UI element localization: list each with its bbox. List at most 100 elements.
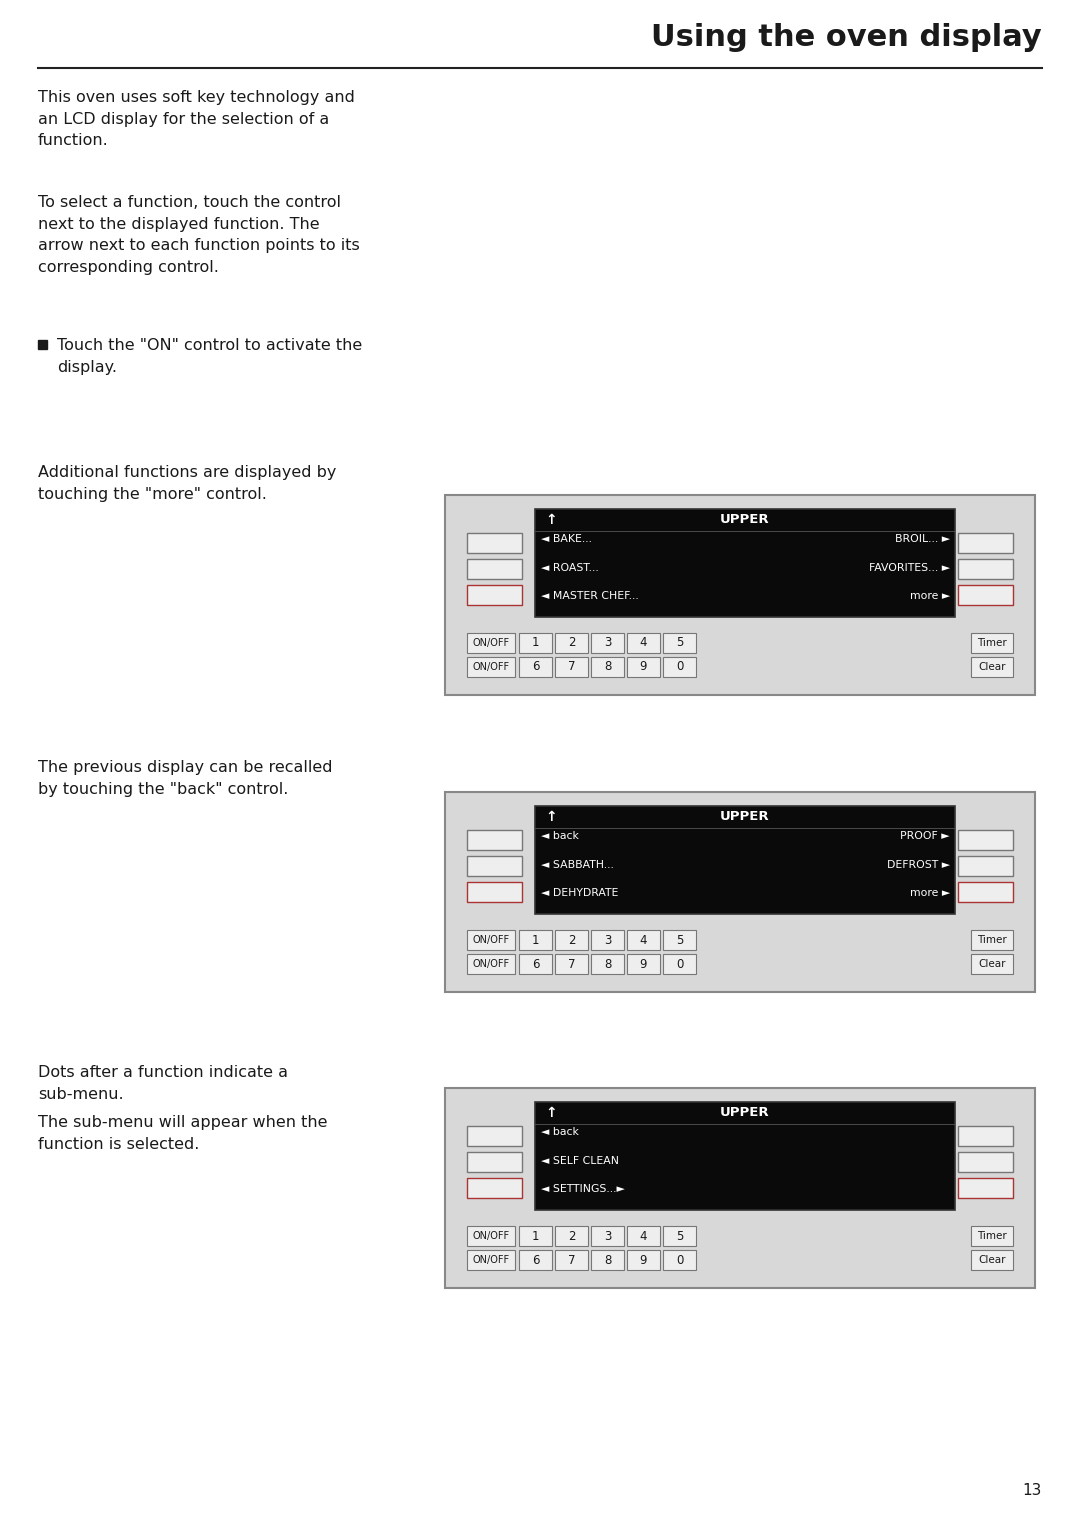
Text: ↑: ↑ bbox=[545, 1106, 556, 1120]
Bar bbox=[535, 1102, 955, 1210]
Text: 9: 9 bbox=[639, 1253, 647, 1267]
Text: Using the oven display: Using the oven display bbox=[651, 23, 1042, 52]
Text: 3: 3 bbox=[604, 934, 611, 946]
Bar bbox=[591, 633, 624, 652]
Text: 5: 5 bbox=[676, 1230, 684, 1242]
Bar bbox=[971, 1250, 1013, 1270]
Bar bbox=[958, 533, 1013, 553]
Bar bbox=[663, 1225, 696, 1245]
Bar bbox=[958, 585, 1013, 605]
Text: UPPER: UPPER bbox=[720, 1106, 770, 1118]
Text: more ►: more ► bbox=[909, 888, 950, 898]
Bar bbox=[519, 633, 552, 652]
Text: 1: 1 bbox=[531, 1230, 539, 1242]
Bar bbox=[591, 1250, 624, 1270]
Text: 4: 4 bbox=[639, 637, 647, 649]
Text: UPPER: UPPER bbox=[720, 513, 770, 526]
Text: 4: 4 bbox=[639, 1230, 647, 1242]
Bar bbox=[519, 657, 552, 677]
Text: 2: 2 bbox=[568, 934, 576, 946]
Text: 9: 9 bbox=[639, 958, 647, 970]
Bar bbox=[591, 931, 624, 950]
Text: Clear: Clear bbox=[978, 662, 1005, 672]
Bar bbox=[467, 657, 515, 677]
Text: 1: 1 bbox=[531, 934, 539, 946]
Bar bbox=[467, 830, 522, 850]
Bar bbox=[519, 1225, 552, 1245]
Bar bbox=[958, 559, 1013, 579]
Text: Clear: Clear bbox=[978, 960, 1005, 969]
Bar bbox=[958, 856, 1013, 876]
Text: 8: 8 bbox=[604, 1253, 611, 1267]
Bar bbox=[445, 1088, 1035, 1288]
Text: 8: 8 bbox=[604, 660, 611, 674]
Text: 2: 2 bbox=[568, 1230, 576, 1242]
Text: DEFROST ►: DEFROST ► bbox=[887, 860, 950, 869]
Bar bbox=[519, 953, 552, 973]
Bar bbox=[467, 633, 515, 652]
Text: 3: 3 bbox=[604, 1230, 611, 1242]
Bar bbox=[535, 509, 955, 617]
Bar bbox=[971, 931, 1013, 950]
Bar bbox=[627, 633, 660, 652]
Bar bbox=[627, 1225, 660, 1245]
Bar bbox=[467, 1126, 522, 1146]
Text: 7: 7 bbox=[568, 1253, 576, 1267]
Text: Touch the "ON" control to activate the
display.: Touch the "ON" control to activate the d… bbox=[57, 338, 362, 374]
Bar bbox=[591, 1225, 624, 1245]
Bar bbox=[555, 953, 588, 973]
Bar bbox=[467, 1225, 515, 1245]
Text: ON/OFF: ON/OFF bbox=[472, 662, 510, 672]
Text: 5: 5 bbox=[676, 934, 684, 946]
Bar bbox=[467, 953, 515, 973]
Bar bbox=[555, 1250, 588, 1270]
Text: 8: 8 bbox=[604, 958, 611, 970]
Text: ON/OFF: ON/OFF bbox=[472, 1254, 510, 1265]
Text: ON/OFF: ON/OFF bbox=[472, 639, 510, 648]
Text: Timer: Timer bbox=[977, 639, 1007, 648]
Bar bbox=[627, 657, 660, 677]
Bar bbox=[467, 1152, 522, 1172]
Bar bbox=[467, 559, 522, 579]
Text: ◄ SELF CLEAN: ◄ SELF CLEAN bbox=[541, 1155, 619, 1166]
Bar bbox=[627, 931, 660, 950]
Text: 6: 6 bbox=[531, 660, 539, 674]
Text: The sub-menu will appear when the
function is selected.: The sub-menu will appear when the functi… bbox=[38, 1115, 327, 1152]
Text: 4: 4 bbox=[639, 934, 647, 946]
Text: 6: 6 bbox=[531, 958, 539, 970]
Text: ◄ MASTER CHEF...: ◄ MASTER CHEF... bbox=[541, 591, 638, 602]
Bar bbox=[663, 657, 696, 677]
Text: 13: 13 bbox=[1023, 1484, 1042, 1497]
Bar bbox=[958, 882, 1013, 902]
Bar bbox=[467, 856, 522, 876]
Bar bbox=[663, 1250, 696, 1270]
Bar bbox=[591, 657, 624, 677]
Bar bbox=[467, 1250, 515, 1270]
Text: 7: 7 bbox=[568, 958, 576, 970]
Bar bbox=[958, 830, 1013, 850]
Text: 9: 9 bbox=[639, 660, 647, 674]
Bar bbox=[663, 633, 696, 652]
Text: Additional functions are displayed by
touching the "more" control.: Additional functions are displayed by to… bbox=[38, 465, 336, 501]
Bar bbox=[467, 882, 522, 902]
Text: ◄ DEHYDRATE: ◄ DEHYDRATE bbox=[541, 888, 619, 898]
Bar bbox=[971, 1225, 1013, 1245]
Bar bbox=[591, 953, 624, 973]
Text: ON/OFF: ON/OFF bbox=[472, 960, 510, 969]
Text: ◄ ROAST...: ◄ ROAST... bbox=[541, 562, 598, 573]
Bar bbox=[958, 1152, 1013, 1172]
Bar bbox=[519, 1250, 552, 1270]
Text: 1: 1 bbox=[531, 637, 539, 649]
Bar bbox=[971, 953, 1013, 973]
Text: The previous display can be recalled
by touching the "back" control.: The previous display can be recalled by … bbox=[38, 759, 333, 796]
Text: 0: 0 bbox=[676, 1253, 684, 1267]
Bar bbox=[445, 792, 1035, 992]
Bar bbox=[555, 1225, 588, 1245]
Bar bbox=[467, 1178, 522, 1198]
Text: ON/OFF: ON/OFF bbox=[472, 935, 510, 944]
Text: more ►: more ► bbox=[909, 591, 950, 602]
Bar bbox=[627, 1250, 660, 1270]
Text: ◄ SETTINGS...►: ◄ SETTINGS...► bbox=[541, 1184, 625, 1195]
Text: Dots after a function indicate a
sub-menu.: Dots after a function indicate a sub-men… bbox=[38, 1065, 288, 1102]
Text: Timer: Timer bbox=[977, 1232, 1007, 1241]
